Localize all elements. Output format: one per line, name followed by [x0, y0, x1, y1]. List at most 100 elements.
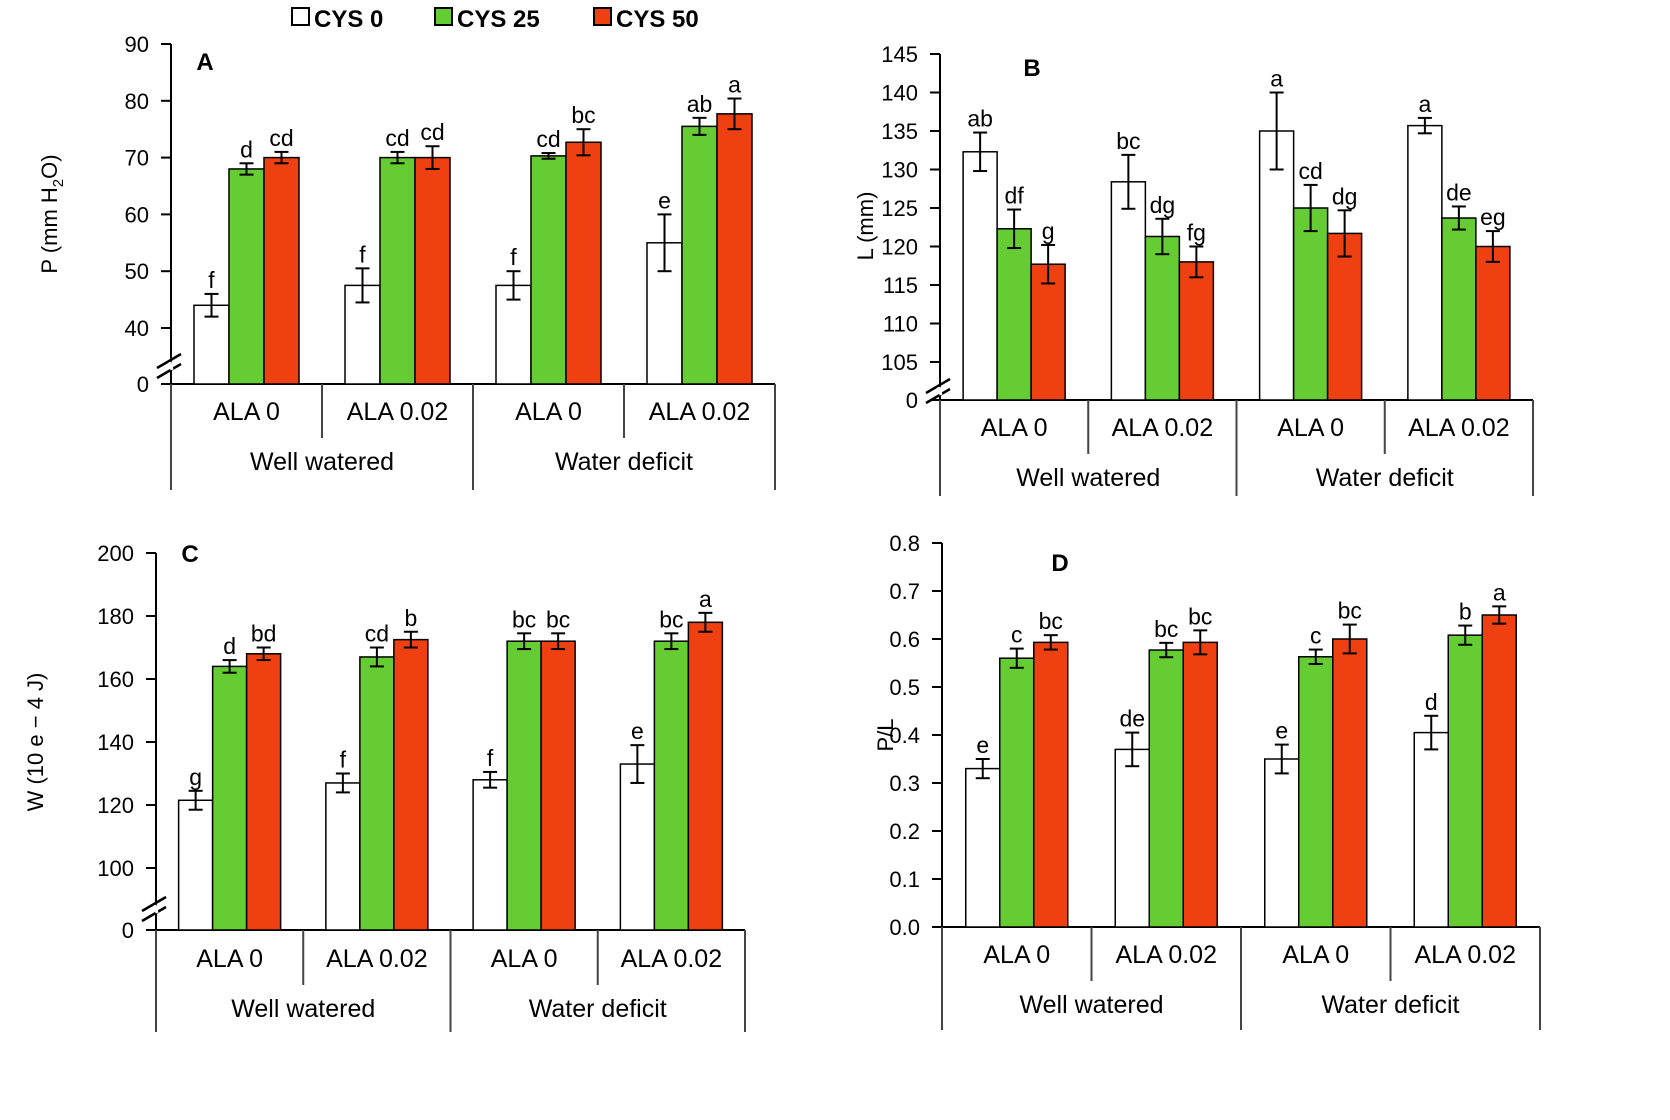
y-tick-label: 135 — [881, 119, 918, 144]
significance-letter: f — [487, 745, 494, 771]
bar-cys50 — [540, 640, 576, 931]
significance-letter: de — [1119, 706, 1145, 732]
y-tick-label: 145 — [881, 42, 918, 67]
significance-letter: d — [1425, 689, 1438, 715]
legend: CYS 0 CYS 25 CYS 50 — [291, 6, 699, 33]
y-tick-label: 140 — [881, 81, 918, 106]
y-tick-label: 180 — [97, 604, 134, 629]
significance-letter: a — [1493, 579, 1506, 605]
x-group-label: Well watered — [231, 995, 375, 1023]
axis-break-gap — [168, 361, 174, 371]
y-tick-label: 0.1 — [889, 867, 920, 892]
y-tick-label: 0.3 — [889, 771, 920, 796]
y-axis-label: L (mm) — [853, 192, 878, 261]
significance-letter: bc — [512, 606, 536, 632]
bar-cys25 — [359, 656, 395, 931]
y-tick-label-zero: 0 — [122, 918, 134, 943]
bar-cys50 — [1030, 263, 1066, 401]
significance-letter: b — [1459, 599, 1472, 625]
significance-letter: bc — [1338, 598, 1362, 624]
bar-cys50 — [245, 653, 282, 931]
bar-cys25 — [379, 156, 416, 385]
legend-swatch-cys50 — [593, 7, 612, 26]
y-axis-label-part: O) — [37, 154, 62, 178]
y-tick-label: 60 — [125, 202, 149, 227]
bar-cys50 — [716, 113, 753, 385]
y-tick-label: 0.5 — [889, 675, 920, 700]
significance-letter: cd — [365, 621, 389, 647]
bar-cys0 — [619, 763, 656, 931]
significance-letter: d — [223, 633, 236, 659]
significance-letter: bc — [1039, 608, 1063, 634]
significance-letter: bd — [251, 621, 277, 647]
panel-c-chart: C 100 120 140 160 180 200 0 W (10 e − 4 J) ALA 0 g… — [23, 541, 746, 1032]
bar-cys50 — [263, 156, 300, 385]
bar-cys50 — [565, 141, 602, 385]
x-category-label: ALA 0.02 — [1116, 941, 1217, 969]
panel-letter: A — [196, 49, 213, 76]
significance-letter: b — [404, 605, 417, 631]
y-tick-label: 130 — [881, 158, 918, 183]
x-category-label: ALA 0.02 — [1415, 941, 1516, 969]
y-tick-label: 120 — [881, 235, 918, 260]
bar-cys0 — [1258, 130, 1295, 401]
x-category-label: ALA 0 — [1282, 941, 1349, 969]
y-tick-label: 200 — [97, 541, 134, 566]
y-tick-label: 115 — [883, 273, 918, 298]
x-category-label: ALA 0.02 — [1112, 414, 1213, 442]
panel-letter: D — [1051, 550, 1068, 577]
legend-label-cys25: CYS 25 — [457, 6, 540, 33]
y-tick-label-zero: 0 — [906, 388, 918, 413]
x-category-label: ALA 0 — [213, 398, 280, 426]
bar-cys25 — [1144, 235, 1181, 401]
significance-letter: f — [359, 241, 366, 267]
legend-label-cys50: CYS 50 — [616, 6, 699, 33]
bar-cys50 — [1326, 232, 1363, 401]
significance-letter: bc — [1188, 603, 1212, 629]
significance-letter: cd — [269, 125, 293, 151]
bar-cys0 — [1407, 124, 1443, 401]
significance-letter: f — [208, 267, 215, 293]
bar-cys50 — [1182, 641, 1218, 928]
significance-letter: a — [699, 586, 712, 612]
panel-letter: B — [1023, 55, 1040, 82]
y-tick-label: 0.7 — [889, 579, 920, 604]
bar-cys25 — [530, 155, 567, 385]
significance-letter: c — [1011, 622, 1023, 648]
x-group-label: Water deficit — [555, 448, 693, 476]
significance-letter: d — [240, 136, 253, 162]
significance-letter: df — [1005, 183, 1025, 209]
y-tick-label: 40 — [125, 316, 149, 341]
bar-cys25 — [1292, 207, 1329, 401]
panel-b-chart: B 105 110 115 120 125 130 135 140 145 0 L (mm) ALA 0… — [853, 42, 1534, 496]
significance-letter: g — [189, 764, 202, 790]
axis-break-mark — [925, 377, 951, 395]
significance-letter: bc — [1116, 128, 1140, 154]
y-tick-label: 0.0 — [889, 915, 920, 940]
bar-cys0 — [962, 151, 998, 401]
bar-cys25 — [653, 640, 690, 931]
significance-letter: e — [976, 732, 989, 758]
significance-letter: c — [1310, 623, 1322, 649]
bar-cys25 — [681, 125, 718, 385]
x-category-label: ALA 0 — [981, 414, 1048, 442]
y-axis-label: W (10 e − 4 J) — [23, 673, 48, 812]
significance-letter: bc — [571, 102, 595, 128]
significance-letter: cd — [536, 126, 560, 152]
y-tick-label: 120 — [97, 793, 134, 818]
x-group-label: Water deficit — [529, 995, 667, 1023]
bar-cys25 — [1447, 634, 1483, 928]
bar-cys25 — [1148, 649, 1184, 928]
x-category-label: ALA 0.02 — [326, 945, 427, 973]
bar-cys50 — [1178, 261, 1215, 401]
x-category-label: ALA 0.02 — [347, 398, 448, 426]
y-tick-label-zero: 0 — [137, 372, 149, 397]
bar-cys50 — [1332, 638, 1368, 928]
y-tick-label: 105 — [881, 350, 918, 375]
y-tick-label: 0.6 — [889, 627, 920, 652]
bar-cys0 — [193, 304, 230, 385]
legend-swatch-cys0 — [291, 7, 310, 26]
bar-cys25 — [996, 228, 1032, 401]
